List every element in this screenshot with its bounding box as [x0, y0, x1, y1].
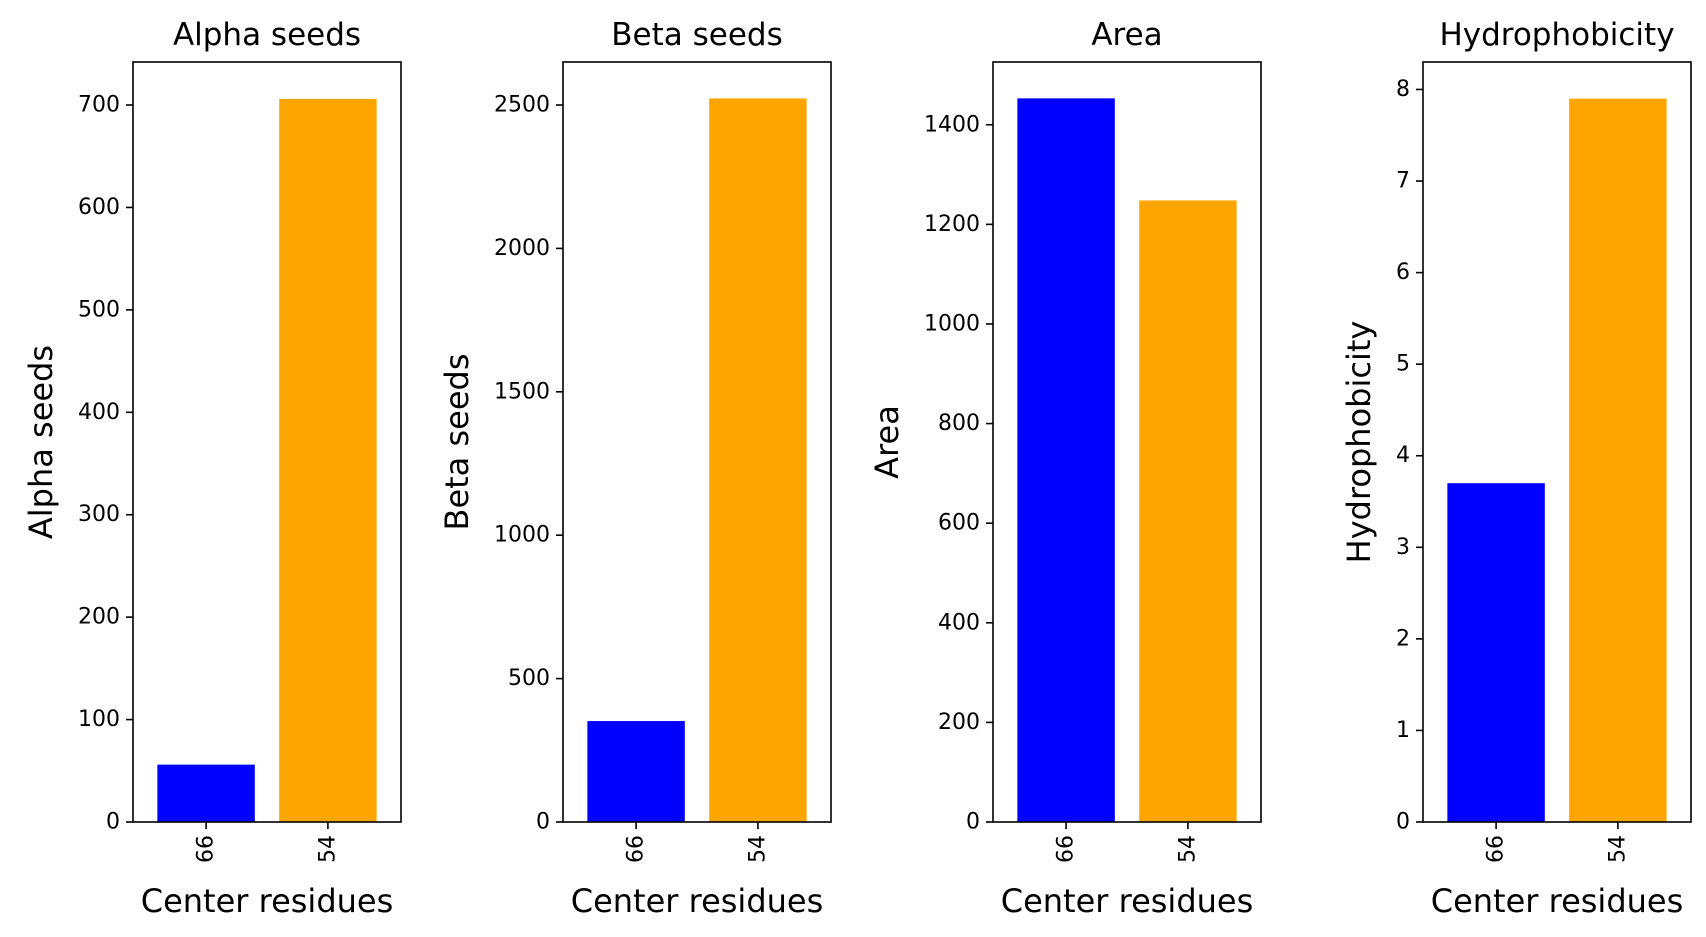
y-tick-label: 2	[1396, 626, 1410, 651]
y-tick-label: 400	[78, 400, 120, 425]
bar-54	[1569, 98, 1667, 822]
chart-title: Hydrophobicity	[1439, 17, 1674, 53]
x-tick-label: 54	[315, 835, 340, 863]
y-tick-label: 7	[1396, 169, 1410, 194]
y-axis-label: Area	[868, 405, 906, 479]
axes-frame	[992, 61, 1262, 823]
chart-panel-2: 0 500 1000 1500 2000 2500 66 54 Beta seeds Center…	[438, 17, 832, 920]
bar-54	[1139, 200, 1237, 822]
y-tick-label: 2500	[494, 93, 550, 118]
bar-66	[1017, 98, 1115, 822]
y-axis-label: Hydrophobicity	[1340, 321, 1378, 564]
x-axis-label: Center residues	[1001, 882, 1254, 920]
y-axis-label: Beta seeds	[438, 354, 476, 531]
chart-title: Area	[1091, 17, 1162, 53]
y-tick-label: 2000	[494, 236, 550, 261]
y-tick-label: 0	[1396, 810, 1410, 835]
y-tick-label: 200	[938, 710, 980, 735]
y-tick-label: 600	[78, 195, 120, 220]
axes-frame	[132, 61, 402, 823]
x-tick-label: 66	[1484, 835, 1509, 863]
y-tick-label: 8	[1396, 77, 1410, 102]
bar-66	[1447, 483, 1545, 822]
y-tick-label: 400	[938, 610, 980, 635]
chart-title: Alpha seeds	[173, 17, 361, 53]
y-tick-label: 1000	[494, 523, 550, 548]
x-axis-label: Center residues	[1431, 882, 1684, 920]
bar-66	[587, 721, 685, 822]
y-axis-label: Alpha seeds	[22, 345, 60, 539]
y-tick-label: 4	[1396, 443, 1410, 468]
y-tick-label: 1	[1396, 718, 1410, 743]
bar-66	[157, 764, 255, 822]
y-tick-label: 0	[536, 810, 550, 835]
x-tick-label: 54	[1605, 835, 1630, 863]
x-tick-label: 66	[624, 835, 649, 863]
y-tick-label: 0	[966, 810, 980, 835]
y-tick-label: 800	[938, 411, 980, 436]
axes-frame	[562, 61, 832, 823]
y-tick-label: 300	[78, 502, 120, 527]
x-tick-label: 66	[194, 835, 219, 863]
y-tick-label: 6	[1396, 260, 1410, 285]
chart-title: Beta seeds	[611, 17, 782, 53]
x-tick-label: 54	[1175, 835, 1200, 863]
y-tick-label: 500	[78, 297, 120, 322]
y-tick-label: 200	[78, 605, 120, 630]
x-axis-label: Center residues	[141, 882, 394, 920]
x-tick-label: 54	[745, 835, 770, 863]
y-tick-label: 3	[1396, 535, 1410, 560]
y-tick-label: 0	[106, 810, 120, 835]
y-tick-label: 700	[78, 93, 120, 118]
y-tick-label: 1000	[924, 311, 980, 336]
x-tick-label: 66	[1054, 835, 1079, 863]
bar-54	[709, 98, 807, 823]
chart-panel-3: 0 200 400 600 800 1000 1200 1400 66 54 Area Center …	[868, 17, 1262, 920]
y-tick-label: 1400	[924, 112, 980, 137]
y-tick-label: 600	[938, 511, 980, 536]
y-tick-label: 1500	[494, 379, 550, 404]
chart-panel-1: 0 100 200 300 400 500 600 700 66 54 Alpha seeds Cen…	[22, 17, 402, 920]
y-tick-label: 100	[78, 707, 120, 732]
y-tick-label: 500	[508, 666, 550, 691]
y-tick-label: 1200	[924, 212, 980, 237]
bar-54	[279, 98, 377, 823]
x-axis-label: Center residues	[571, 882, 824, 920]
axes-frame	[1422, 61, 1692, 823]
y-tick-label: 5	[1396, 352, 1410, 377]
